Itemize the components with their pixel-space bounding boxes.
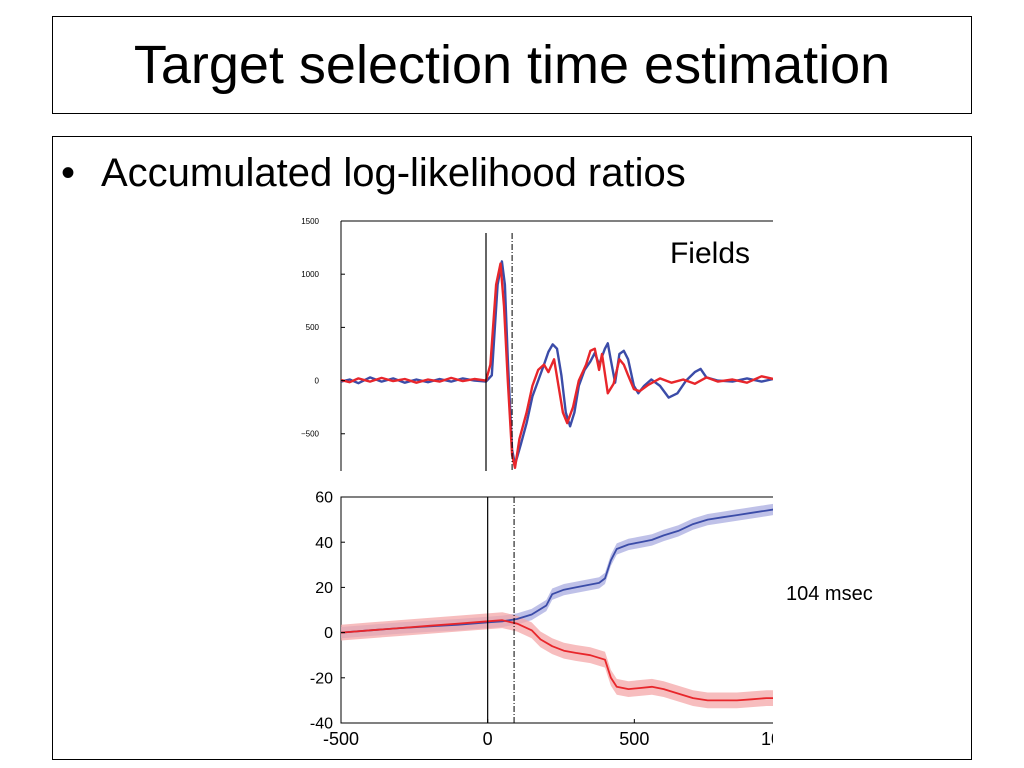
fields-panel: 1500 1000 500 0 −500 Fields	[301, 217, 773, 471]
y-tick-label: 40	[315, 535, 333, 552]
bullet-dot-icon: •	[61, 151, 76, 195]
y-tick-label: 0	[324, 625, 333, 642]
plot-area	[341, 503, 773, 709]
plot-area	[341, 260, 773, 470]
x-tick-label: 0	[483, 729, 493, 749]
y-tick-label: 1500	[301, 217, 319, 226]
content-box: • Accumulated log-likelihood ratios 1500 1…	[52, 136, 972, 760]
y-tick-label: -20	[310, 670, 333, 687]
confidence-band-1	[341, 612, 773, 709]
confidence-band-0	[341, 503, 773, 639]
y-tick-label: 20	[315, 580, 333, 597]
plot-frame	[340, 496, 773, 724]
y-tick-label: -40	[310, 716, 333, 733]
series-line-0	[341, 508, 773, 634]
annotation-text: 104 msec	[786, 583, 873, 605]
x-tick-label: 500	[619, 729, 649, 749]
x-tick-label: -500	[323, 729, 359, 749]
x-tick-label: 1000	[761, 729, 773, 749]
panel-title: Fields	[670, 237, 750, 270]
llr-panel: 60 40 20 0 -20 -40-500 0 500 1000	[310, 490, 773, 749]
series-line-0	[341, 260, 773, 466]
bullet-item: • Accumulated log-likelihood ratios	[61, 151, 686, 195]
title-box: Target selection time estimation	[52, 16, 972, 114]
slide-title: Target selection time estimation	[133, 35, 891, 95]
y-tick-label: 0	[315, 376, 320, 385]
y-tick-label: 60	[315, 490, 333, 507]
y-tick-label: 1000	[301, 270, 319, 279]
bullet-text: Accumulated log-likelihood ratios	[101, 151, 686, 195]
series-line-1	[341, 619, 773, 702]
y-tick-label: −500	[301, 430, 320, 439]
series-line-1	[341, 262, 773, 470]
figure: 1500 1000 500 0 −500 Fields 60 40 20 0 -20 -40-500…	[301, 217, 773, 749]
y-tick-label: 500	[306, 323, 320, 332]
